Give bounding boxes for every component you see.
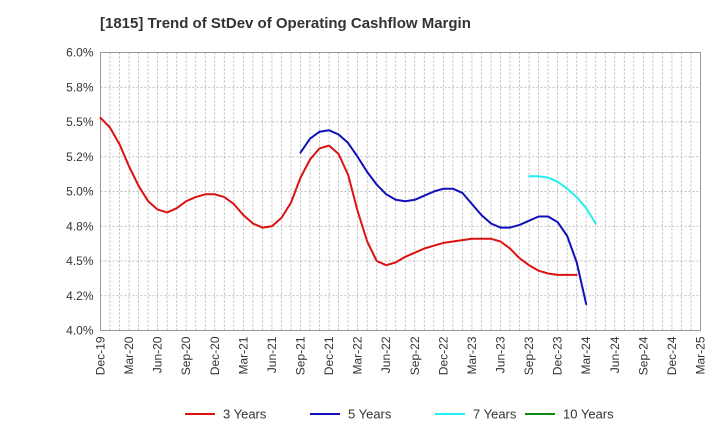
x-tick-label: Dec-21	[322, 336, 336, 375]
legend-label: 5 Years	[348, 407, 392, 422]
x-tick-label: Dec-22	[436, 336, 450, 375]
series-layer	[99, 116, 597, 306]
grid-layer	[100, 52, 701, 331]
legend-label: 7 Years	[473, 407, 517, 422]
x-tick-label: Dec-20	[208, 336, 222, 375]
y-tick-label: 5.0%	[66, 185, 94, 199]
y-tick-label: 4.5%	[66, 254, 94, 268]
x-tick-label: Jun-20	[151, 336, 165, 373]
series-line-3-years	[99, 116, 578, 276]
x-tick-label: Mar-20	[122, 336, 136, 374]
legend: 3 Years 5 Years 7 Years 10 Years	[185, 407, 614, 422]
y-tick-label: 5.5%	[66, 115, 94, 129]
y-tick-label: 5.2%	[66, 150, 94, 164]
x-tick-label: Dec-23	[551, 336, 565, 375]
y-tick-label: 5.8%	[66, 80, 94, 94]
axis-layer: 4.0% 4.2% 4.5% 4.8% 5.0% 5.2% 5.5% 5.8% 6.0% Dec-…	[66, 46, 707, 376]
x-tick-label: Sep-22	[408, 336, 422, 375]
y-tick-label: 4.0%	[66, 324, 94, 338]
x-tick-label: Mar-21	[236, 336, 250, 374]
x-tick-label: Jun-22	[379, 336, 393, 373]
x-tick-label: Jun-23	[494, 336, 508, 373]
x-tick-label: Jun-24	[608, 336, 622, 373]
x-tick-label: Sep-23	[522, 336, 536, 375]
x-tick-label: Mar-22	[351, 336, 365, 374]
series-line-7-years	[528, 175, 597, 225]
x-tick-label: Mar-23	[465, 336, 479, 374]
x-tick-label: Jun-21	[265, 336, 279, 373]
series-line-5-years	[299, 129, 588, 306]
x-tick-label: Sep-21	[294, 336, 308, 375]
chart-title: [1815] Trend of StDev of Operating Cashf…	[100, 15, 471, 32]
x-tick-label: Mar-24	[579, 336, 593, 374]
x-tick-label: Mar-25	[694, 336, 708, 374]
legend-label: 3 Years	[223, 407, 267, 422]
y-tick-label: 4.2%	[66, 289, 94, 303]
x-tick-label: Dec-24	[665, 336, 679, 375]
legend-label: 10 Years	[563, 407, 614, 422]
plot-frame	[100, 52, 701, 331]
x-tick-label: Sep-24	[636, 336, 650, 375]
x-tick-label: Dec-19	[94, 336, 108, 375]
y-tick-label: 6.0%	[66, 46, 94, 60]
x-tick-label: Sep-20	[179, 336, 193, 375]
y-tick-label: 4.8%	[66, 219, 94, 233]
